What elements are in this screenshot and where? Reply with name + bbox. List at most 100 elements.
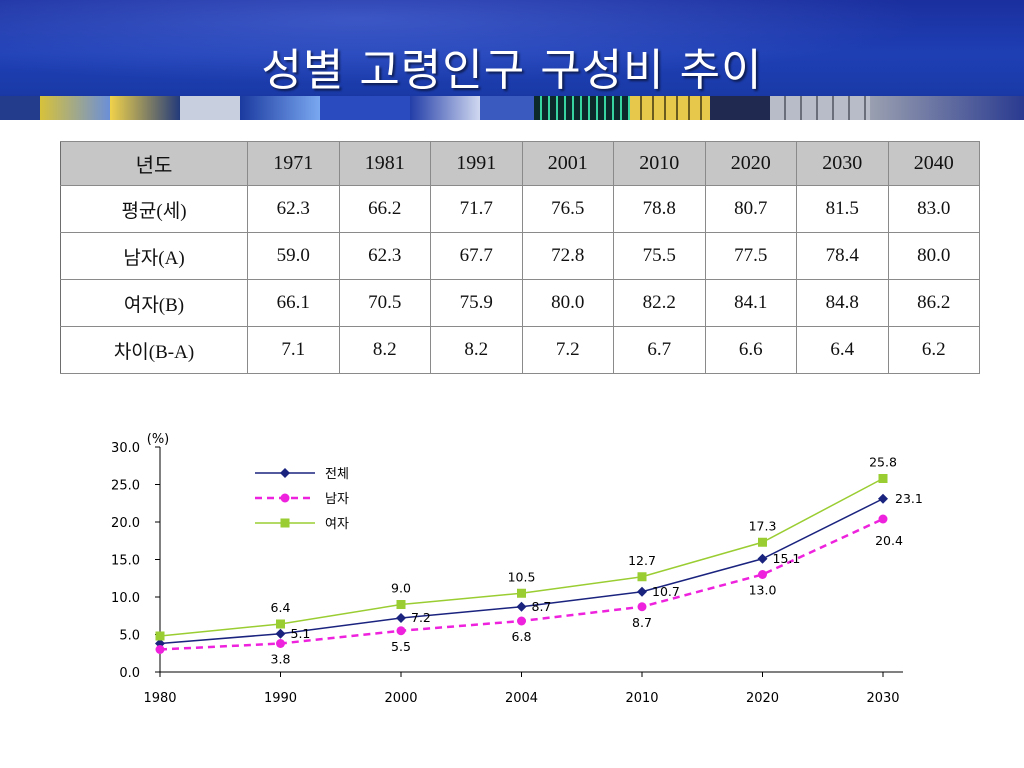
data-label: 23.1 — [895, 491, 923, 506]
table-cell: 72.8 — [521, 232, 614, 280]
data-label: 15.1 — [773, 551, 801, 566]
series-2-point — [276, 619, 285, 629]
data-label: 8.7 — [532, 599, 552, 614]
table-header-cell: 1971 — [247, 141, 340, 186]
data-label: 25.8 — [869, 455, 897, 470]
series-2-point — [396, 600, 406, 609]
table-cell: 80.0 — [887, 232, 980, 280]
table-cell: 76.5 — [521, 185, 614, 233]
y-tick-label: 25.0 — [111, 479, 140, 494]
life-expectancy-table: 년도 1971 1981 1991 2001 2010 2020 2030 20… — [60, 141, 980, 374]
series-0-point — [275, 628, 286, 639]
series-2-point — [637, 572, 647, 582]
table-header-cell: 2001 — [521, 141, 614, 186]
legend-label: 여자 — [325, 517, 349, 532]
table-header-cell: 1981 — [338, 141, 431, 186]
data-label: 3.8 — [271, 652, 291, 667]
data-label: 6.4 — [271, 600, 291, 615]
series-2-point — [758, 537, 767, 547]
table-row-label: 남자(A) — [60, 232, 248, 280]
series-0-point — [757, 553, 768, 564]
x-tick-label: 1980 — [143, 691, 176, 706]
x-tick-label: 1990 — [264, 691, 297, 706]
table-cell: 6.2 — [887, 326, 980, 374]
table-cell: 6.7 — [613, 326, 706, 374]
data-label: 10.5 — [508, 569, 536, 584]
table-cell: 84.8 — [796, 279, 889, 327]
y-tick-label: 30.0 — [111, 441, 140, 456]
series-1-point — [276, 639, 285, 648]
series-2-point — [878, 474, 888, 483]
series-1-point — [155, 645, 165, 654]
data-label: 6.8 — [512, 629, 532, 644]
table-cell: 7.2 — [521, 326, 614, 374]
table-row-label: 여자(B) — [60, 279, 248, 327]
table-header-cell: 2010 — [613, 141, 706, 186]
table-row: 차이(B-A) 7.1 8.2 8.2 7.2 6.7 6.6 6.4 6.2 — [60, 326, 980, 374]
y-axis-unit-label: (%) — [147, 432, 170, 447]
y-tick-label: 15.0 — [111, 554, 140, 569]
table-cell: 7.1 — [247, 326, 340, 374]
data-label: 20.4 — [875, 533, 903, 548]
table-cell: 75.5 — [613, 232, 706, 280]
table-cell: 62.3 — [247, 185, 340, 233]
table-cell: 66.1 — [247, 279, 340, 327]
table-header-cell: 2030 — [796, 141, 889, 186]
data-label: 13.0 — [749, 583, 777, 598]
table-cell: 80.0 — [521, 279, 614, 327]
title-banner: 성별 고령인구 구성비 추이 — [0, 0, 1024, 120]
x-tick-label: 2020 — [746, 691, 779, 706]
table-cell: 81.5 — [796, 185, 889, 233]
series-1-point — [637, 602, 647, 612]
table-cell: 70.5 — [338, 279, 431, 327]
table-cell: 78.8 — [613, 185, 706, 233]
series-1-point — [517, 616, 526, 626]
x-tick-label: 2030 — [866, 691, 899, 706]
legend-label: 전체 — [325, 467, 349, 482]
table-header-cell: 2020 — [704, 141, 797, 186]
data-label: 10.7 — [652, 584, 680, 599]
page-title: 성별 고령인구 구성비 추이 — [261, 45, 763, 96]
table-cell: 62.3 — [338, 232, 431, 280]
table-cell: 80.7 — [704, 185, 797, 233]
table-row: 남자(A) 59.0 62.3 67.7 72.8 75.5 77.5 78.4… — [60, 232, 980, 280]
banner-glow — [0, 0, 1024, 95]
x-tick-label: 2010 — [625, 691, 658, 706]
data-label: 5.5 — [391, 639, 411, 654]
table-row: 여자(B) 66.1 70.5 75.9 80.0 82.2 84.1 84.8… — [60, 279, 980, 327]
table-header-row: 년도 1971 1981 1991 2001 2010 2020 2030 20… — [60, 141, 980, 186]
legend-marker — [280, 468, 290, 478]
y-tick-label: 5.0 — [119, 629, 140, 644]
data-label: 7.2 — [411, 610, 431, 625]
table-row-label: 차이(B-A) — [60, 326, 248, 374]
table-cell: 8.2 — [430, 326, 523, 374]
data-label: 17.3 — [749, 518, 777, 533]
table-cell: 6.4 — [796, 326, 889, 374]
elderly-ratio-line-chart: 0.0 5.0 10.0 15.0 20.0 25.0 30.0 (%) 1980 1990 200… — [111, 432, 923, 706]
table-header-cell: 2040 — [887, 141, 980, 186]
series-2-point — [155, 631, 165, 641]
y-tick-label: 20.0 — [111, 516, 140, 531]
table-cell: 59.0 — [247, 232, 340, 280]
series-1-point — [396, 626, 406, 636]
table-row-label: 평균(세) — [60, 185, 248, 233]
series-0-point — [878, 493, 888, 504]
banner-image-strip — [0, 96, 1024, 120]
table-cell: 83.0 — [887, 185, 980, 233]
series-1-point — [878, 514, 888, 524]
table-cell: 71.7 — [430, 185, 523, 233]
series-2-point — [517, 588, 526, 598]
table-cell: 78.4 — [796, 232, 889, 280]
table-cell: 77.5 — [704, 232, 797, 280]
table-row: 평균(세) 62.3 66.2 71.7 76.5 78.8 80.7 81.5… — [60, 185, 980, 233]
series-0-point — [516, 601, 527, 612]
x-tick-label: 2000 — [384, 691, 417, 706]
table-cell: 84.1 — [704, 279, 797, 327]
y-tick-label: 0.0 — [119, 666, 140, 681]
data-label: 5.1 — [291, 626, 311, 641]
table-cell: 82.2 — [613, 279, 706, 327]
legend-marker — [280, 493, 290, 503]
table-cell: 75.9 — [430, 279, 523, 327]
x-tick-label: 2004 — [505, 691, 538, 706]
data-label: 8.7 — [632, 615, 652, 630]
